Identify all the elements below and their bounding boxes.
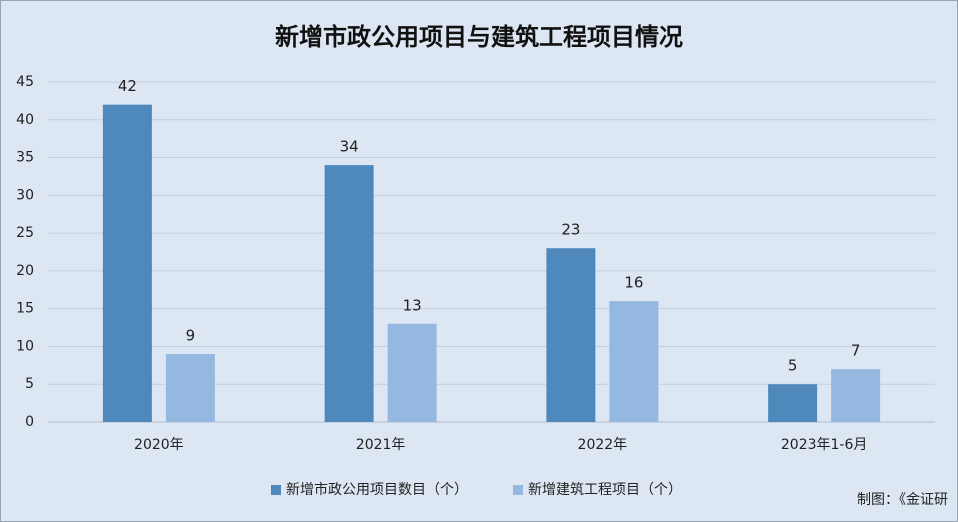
data-label: 9 bbox=[186, 327, 196, 345]
y-tick-label: 35 bbox=[16, 150, 34, 166]
y-tick-label: 30 bbox=[16, 187, 34, 203]
legend-label: 新增建筑工程项目（个） bbox=[528, 482, 682, 498]
bar bbox=[768, 384, 818, 422]
data-label: 16 bbox=[624, 274, 643, 292]
y-tick-label: 45 bbox=[16, 74, 34, 90]
x-tick-label: 2023年1-6月 bbox=[781, 437, 868, 453]
bar bbox=[546, 248, 596, 422]
data-label: 13 bbox=[403, 296, 422, 314]
x-tick-label: 2022年 bbox=[578, 437, 628, 453]
legend-swatch bbox=[271, 485, 281, 495]
y-tick-label: 0 bbox=[25, 414, 34, 430]
chart-title: 新增市政公用项目与建筑工程项目情况 bbox=[275, 23, 683, 51]
bar bbox=[165, 354, 215, 422]
bar bbox=[102, 104, 152, 423]
source-note: 制图：《金证研 bbox=[857, 492, 948, 508]
legend-swatch bbox=[513, 485, 523, 495]
data-label: 34 bbox=[340, 138, 359, 156]
data-label: 7 bbox=[851, 342, 861, 360]
y-tick-label: 15 bbox=[16, 301, 34, 317]
data-label: 42 bbox=[118, 77, 137, 95]
y-tick-label: 10 bbox=[16, 338, 34, 354]
bar bbox=[609, 301, 659, 422]
data-label: 5 bbox=[788, 357, 798, 375]
y-tick-label: 40 bbox=[16, 112, 34, 128]
y-tick-label: 20 bbox=[16, 263, 34, 279]
y-tick-label: 5 bbox=[25, 376, 34, 392]
x-tick-label: 2021年 bbox=[356, 437, 406, 453]
bar bbox=[387, 323, 437, 422]
bar bbox=[831, 369, 881, 422]
x-tick-label: 2020年 bbox=[134, 437, 184, 453]
y-tick-label: 25 bbox=[16, 225, 34, 241]
data-label: 23 bbox=[561, 221, 580, 239]
bar bbox=[324, 165, 374, 422]
legend-label: 新增市政公用项目数目（个） bbox=[286, 481, 468, 498]
